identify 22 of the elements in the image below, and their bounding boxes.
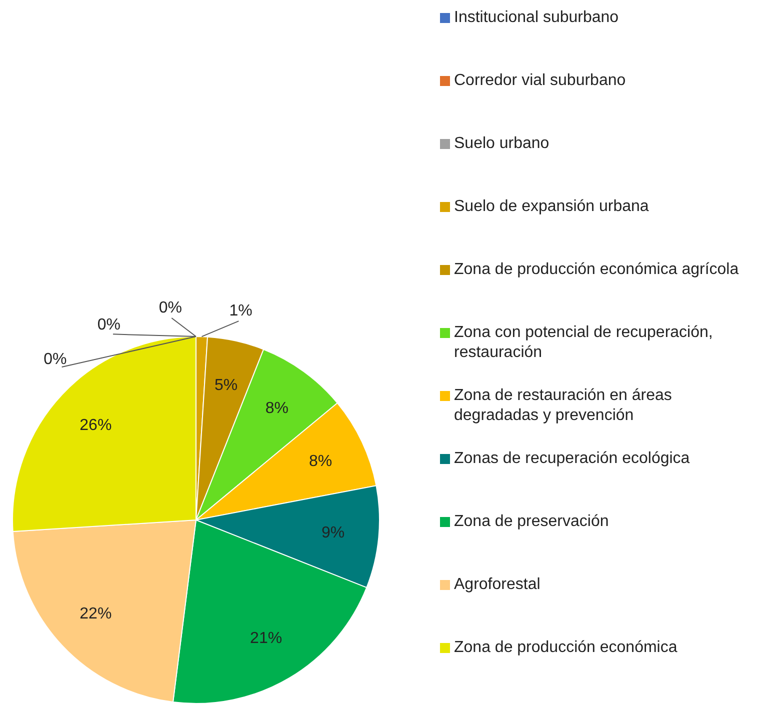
text: 0% — [97, 316, 121, 334]
text: 0% — [44, 350, 67, 368]
legend-label: Corredor vial suburbano — [454, 71, 626, 91]
data-label: 21% — [250, 630, 282, 647]
legend-label: Institucional suburbano — [454, 8, 619, 28]
legend-label: Suelo de expansión urbana — [454, 197, 649, 217]
legend-label: Zona con potencial de recuperación, restauración — [454, 323, 714, 363]
data-label: 22% — [80, 606, 112, 623]
data-label: 9% — [321, 524, 345, 542]
data-label: 1% — [229, 302, 252, 320]
legend-label: Agroforestal — [454, 575, 540, 595]
legend-label: Zona de producción económica — [454, 638, 678, 658]
legend-label: Zona de preservación — [454, 512, 609, 532]
legend-label: Zona de producción económica agrícola — [454, 260, 739, 280]
data-label: 5% — [214, 377, 238, 394]
text: 0% — [158, 299, 182, 316]
data-label: 26% — [80, 417, 112, 434]
data-label: 8% — [265, 400, 288, 418]
legend-label: Zona de restauración en áreas degradadas y prevención — [454, 386, 673, 426]
legend-label: Suelo urbano — [454, 134, 550, 154]
legend-label: Zonas de recuperación ecológica — [454, 449, 690, 469]
data-label: 8% — [308, 452, 332, 470]
